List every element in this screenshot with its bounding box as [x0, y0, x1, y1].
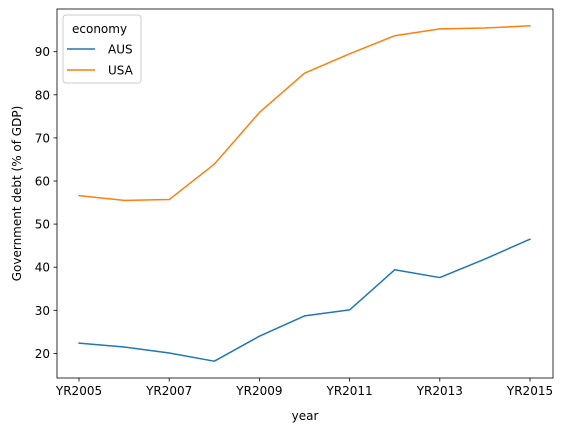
legend-label-aus: AUS: [108, 43, 133, 57]
x-tick-label: YR2007: [145, 384, 192, 398]
y-tick-label: 70: [35, 131, 50, 145]
y-tick-label: 40: [35, 261, 50, 275]
y-tick-label: 20: [35, 347, 50, 361]
legend-title: economy: [72, 22, 127, 36]
x-tick-label: YR2013: [416, 384, 463, 398]
x-axis-title: year: [292, 409, 319, 423]
x-tick-label: YR2011: [325, 384, 372, 398]
x-tick-label: YR2015: [506, 384, 553, 398]
series-line-aus: [78, 238, 531, 362]
y-tick-label: 90: [35, 45, 50, 59]
plot-frame: [56, 8, 554, 379]
legend-box: [62, 14, 142, 84]
legend: economy AUS USA: [62, 14, 142, 84]
y-tick-label: 80: [35, 88, 50, 102]
series-layer: [78, 25, 531, 362]
y-axis-title: Government debt (% of GDP): [10, 106, 24, 282]
x-tick-label: YR2009: [235, 384, 282, 398]
x-axis: YR2005 YR2007 YR2009 YR2011 YR2013 YR2015: [55, 378, 553, 398]
series-line-usa: [78, 25, 531, 202]
y-tick-label: 30: [35, 304, 50, 318]
y-tick-label: 60: [35, 174, 50, 188]
legend-label-usa: USA: [108, 64, 134, 78]
x-tick-label: YR2005: [55, 384, 102, 398]
y-axis: 20 30 40 50 60 70 80 90: [35, 45, 57, 361]
y-tick-label: 50: [35, 218, 50, 232]
